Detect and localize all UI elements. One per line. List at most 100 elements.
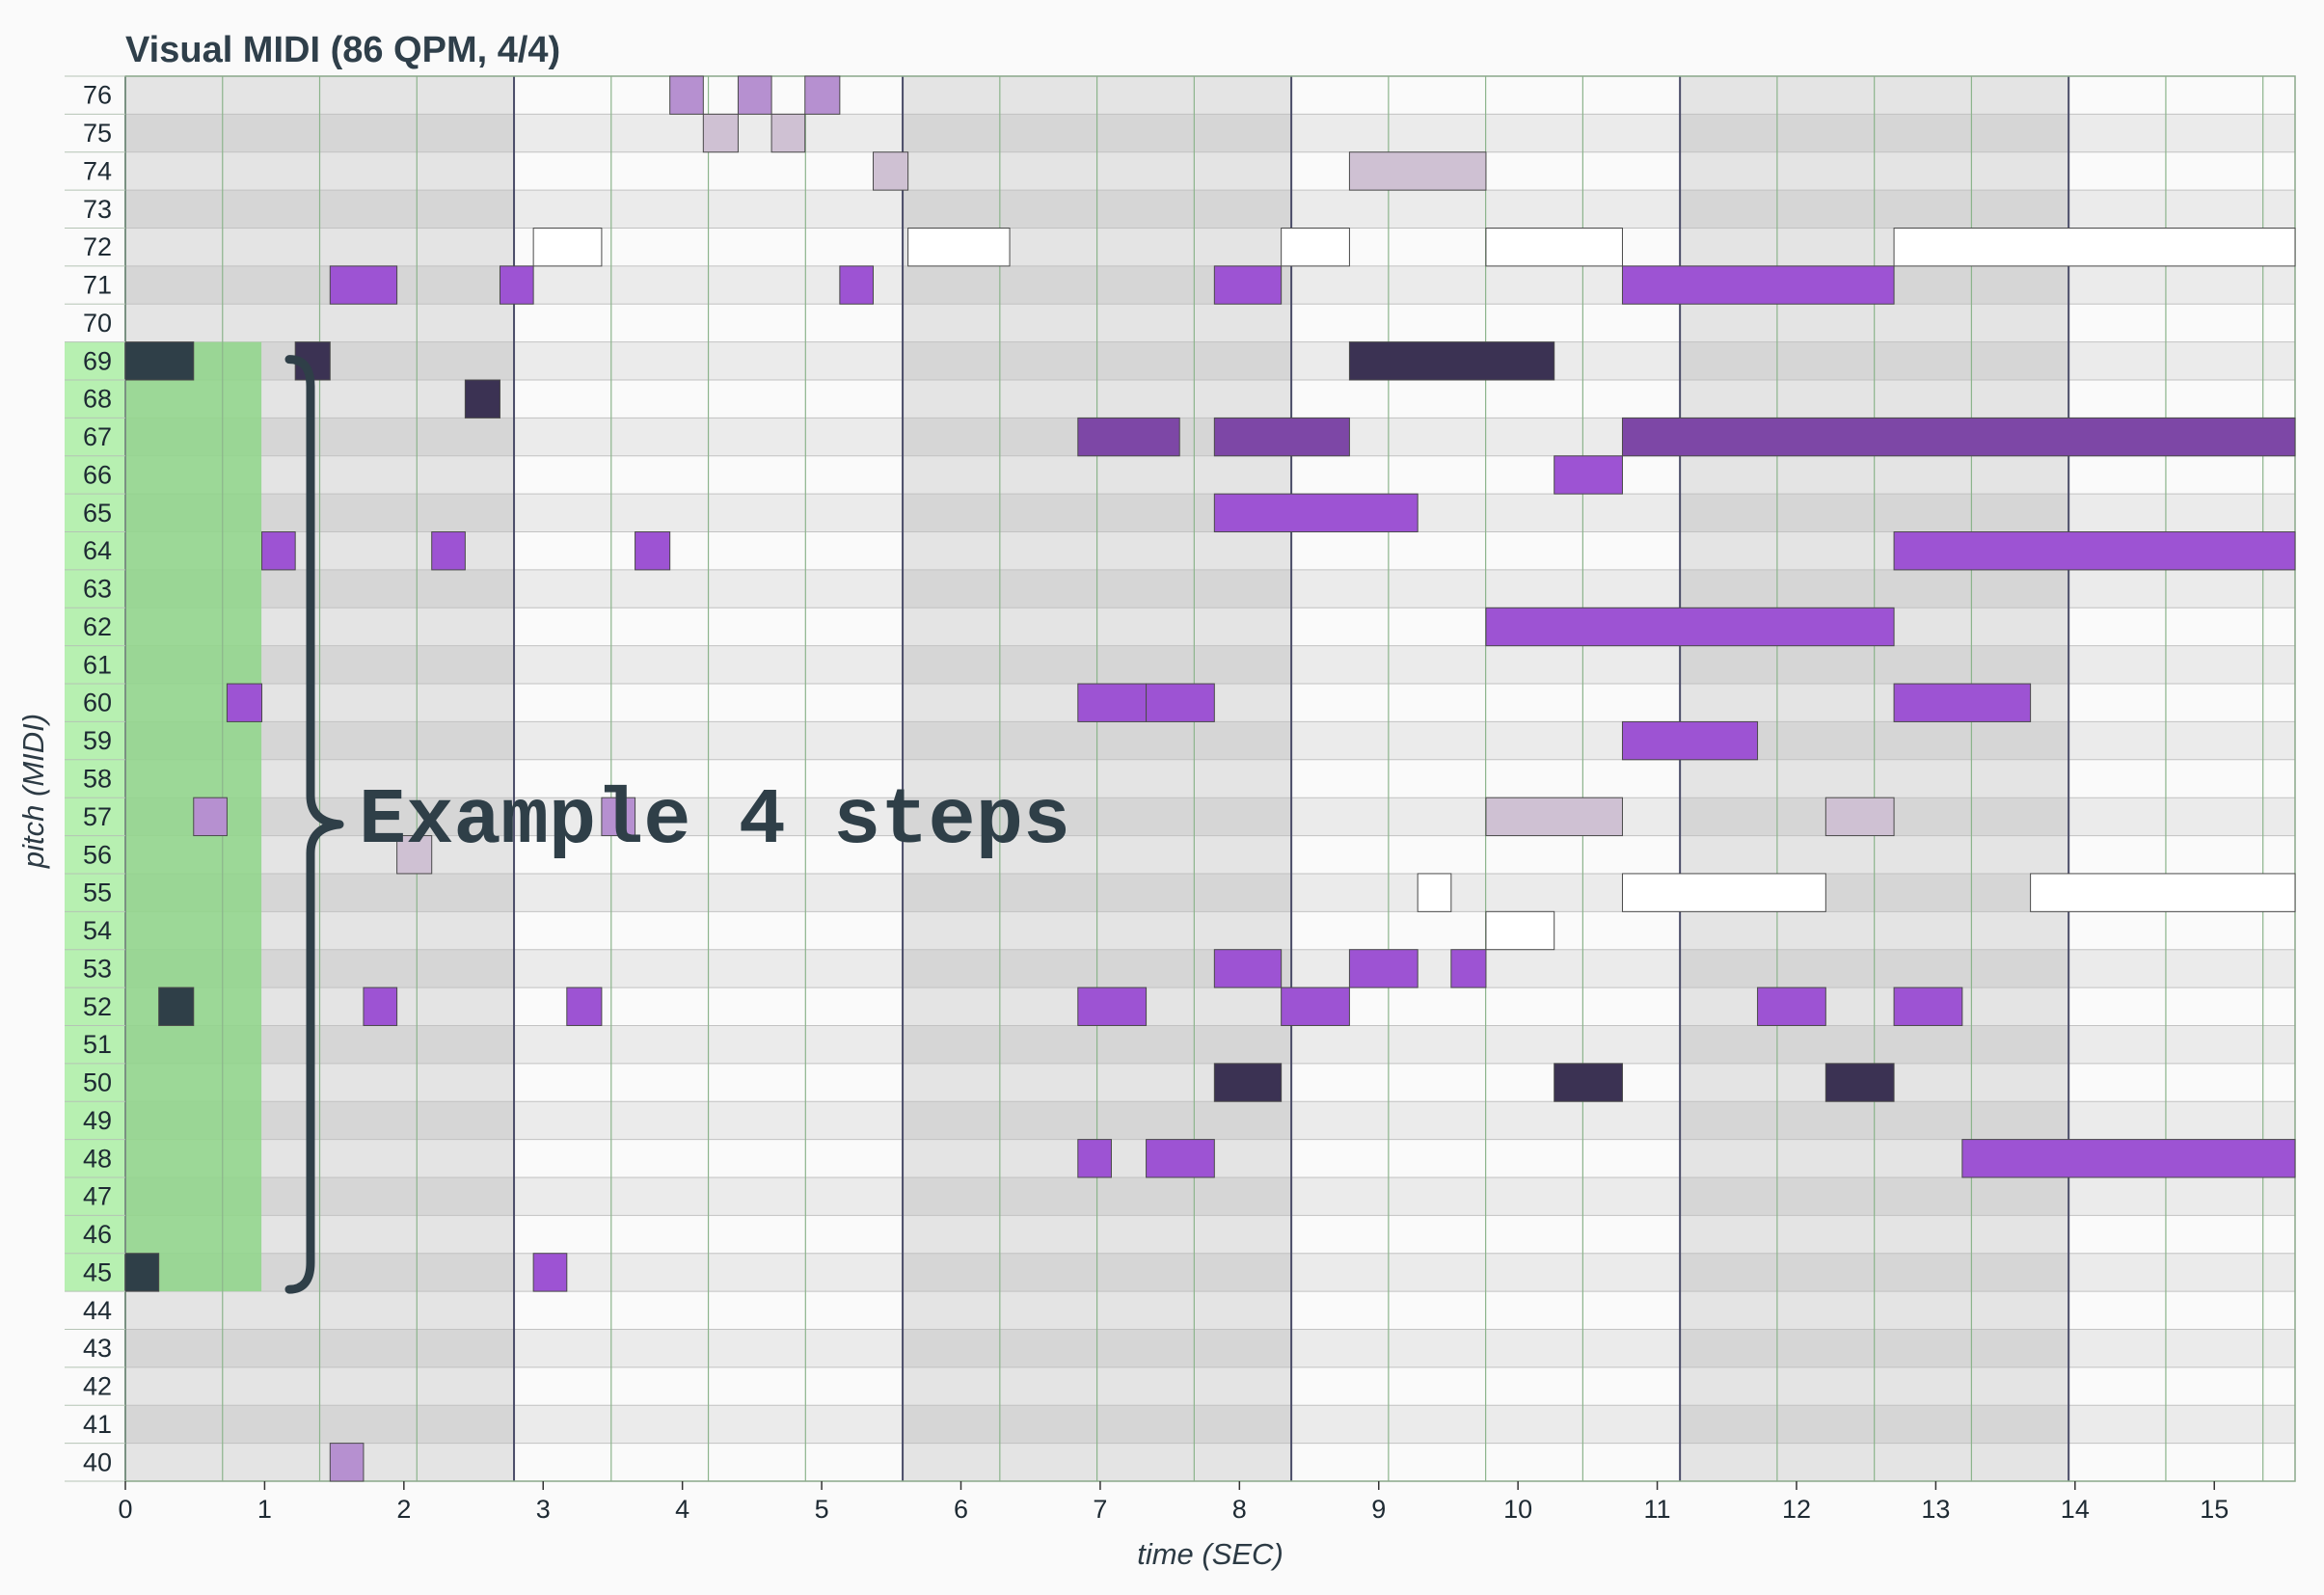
pitch-row-band <box>2068 494 2295 532</box>
y-tick-label: 67 <box>83 422 112 451</box>
midi-note <box>1621 873 1826 912</box>
midi-note <box>396 835 433 875</box>
x-tick-label: 15 <box>2200 1495 2229 1524</box>
midi-notes <box>124 75 2296 1482</box>
y-tick-label: 50 <box>83 1068 112 1097</box>
y-tick-label: 63 <box>83 575 112 604</box>
midi-note <box>1281 987 1350 1026</box>
x-tick-label: 9 <box>1371 1495 1386 1524</box>
pitch-row-band <box>2068 1215 2295 1254</box>
pitch-row-band <box>2068 380 2295 419</box>
x-tick-label: 4 <box>675 1495 689 1524</box>
midi-note <box>1893 531 2296 571</box>
midi-note <box>1077 987 1148 1026</box>
midi-note <box>873 151 909 191</box>
midi-note <box>1757 987 1826 1026</box>
midi-note <box>1893 228 2296 267</box>
x-tick-label: 12 <box>1782 1495 1811 1524</box>
midi-note <box>1824 797 1895 837</box>
midi-note <box>1213 417 1350 457</box>
x-axis-label: time (SEC) <box>1137 1537 1284 1571</box>
y-tick-label: 76 <box>83 81 112 110</box>
y-tick-label: 55 <box>83 879 112 907</box>
midi-note <box>1348 949 1419 988</box>
x-tick-label: 5 <box>815 1495 829 1524</box>
midi-note <box>1213 265 1283 305</box>
pitch-row-band <box>2068 1443 2295 1481</box>
pitch-row-band <box>2068 987 2295 1026</box>
midi-note <box>1077 683 1148 722</box>
midi-note <box>702 113 739 153</box>
x-tick-label: 8 <box>1232 1495 1247 1524</box>
midi-note <box>431 531 466 571</box>
highlight-label-band <box>65 341 125 1292</box>
x-tick-label: 3 <box>536 1495 551 1524</box>
pitch-row-band <box>2068 684 2295 722</box>
midi-note <box>669 75 704 115</box>
x-tick-label: 10 <box>1503 1495 1532 1524</box>
pitch-row-band <box>2068 1176 2295 1216</box>
y-tick-label: 56 <box>83 840 112 869</box>
y-tick-label: 71 <box>83 271 112 300</box>
midi-note <box>566 987 603 1026</box>
midi-note <box>1146 1139 1215 1178</box>
midi-note <box>1146 683 1215 722</box>
pitch-row-band <box>2068 1329 2295 1367</box>
y-tick-label: 42 <box>83 1372 112 1401</box>
pitch-row-band <box>2068 608 2295 646</box>
x-tick-label: 11 <box>1644 1495 1671 1524</box>
y-tick-label: 64 <box>83 536 112 565</box>
pitch-row-band <box>2068 835 2295 874</box>
midi-note <box>1213 949 1283 988</box>
y-tick-label: 61 <box>83 650 112 679</box>
midi-note <box>1417 873 1452 912</box>
midi-note <box>1348 341 1555 381</box>
midi-note <box>1077 1139 1112 1178</box>
pitch-row-band <box>2068 798 2295 836</box>
midi-note <box>1077 417 1180 457</box>
midi-note <box>635 531 671 571</box>
y-tick-label: 58 <box>83 765 112 794</box>
pitch-row-band <box>2068 569 2295 608</box>
midi-note <box>1621 265 1895 305</box>
x-tick-label: 14 <box>2061 1495 2090 1524</box>
y-tick-label: 72 <box>83 232 112 261</box>
y-tick-label: 59 <box>83 726 112 755</box>
y-tick-label: 62 <box>83 612 112 641</box>
pitch-row-band <box>2068 645 2295 685</box>
y-tick-label: 49 <box>83 1106 112 1135</box>
midi-note <box>464 379 500 419</box>
midi-note <box>261 531 296 571</box>
midi-note <box>1485 910 1555 951</box>
midi-note <box>1281 228 1350 267</box>
y-axis-ticks: 40 41 42 43 44 45 46 47 48 49 50 51 52 53 54 55 56 57 58 59… <box>65 75 125 1482</box>
midi-note <box>601 797 636 837</box>
pitch-row-band <box>2068 1291 2295 1330</box>
pitch-row-band <box>2068 304 2295 342</box>
x-tick-label: 2 <box>396 1495 411 1524</box>
y-tick-label: 69 <box>83 346 112 375</box>
midi-note <box>907 228 1011 267</box>
y-tick-label: 53 <box>83 954 112 983</box>
pitch-row-band <box>2068 1063 2295 1102</box>
midi-note <box>2030 873 2296 912</box>
pitch-row-band <box>2068 949 2295 988</box>
pitch-row-band <box>2068 265 2295 305</box>
midi-note <box>1893 987 1963 1026</box>
pitch-row-band <box>2068 151 2295 191</box>
pitch-row-band <box>2068 341 2295 381</box>
y-tick-label: 46 <box>83 1220 112 1249</box>
midi-note <box>124 341 195 381</box>
pitch-row-band <box>2068 1101 2295 1140</box>
midi-note <box>839 265 875 305</box>
plot-frame <box>124 75 2296 1482</box>
pitch-row-band <box>2068 1253 2295 1292</box>
midi-note <box>804 75 841 115</box>
midi-note <box>1348 151 1487 191</box>
midi-note <box>1621 417 2296 457</box>
midi-note <box>1485 607 1895 647</box>
y-tick-label: 73 <box>83 195 112 224</box>
x-tick-label: 7 <box>1093 1495 1107 1524</box>
midi-note <box>1213 1063 1283 1102</box>
